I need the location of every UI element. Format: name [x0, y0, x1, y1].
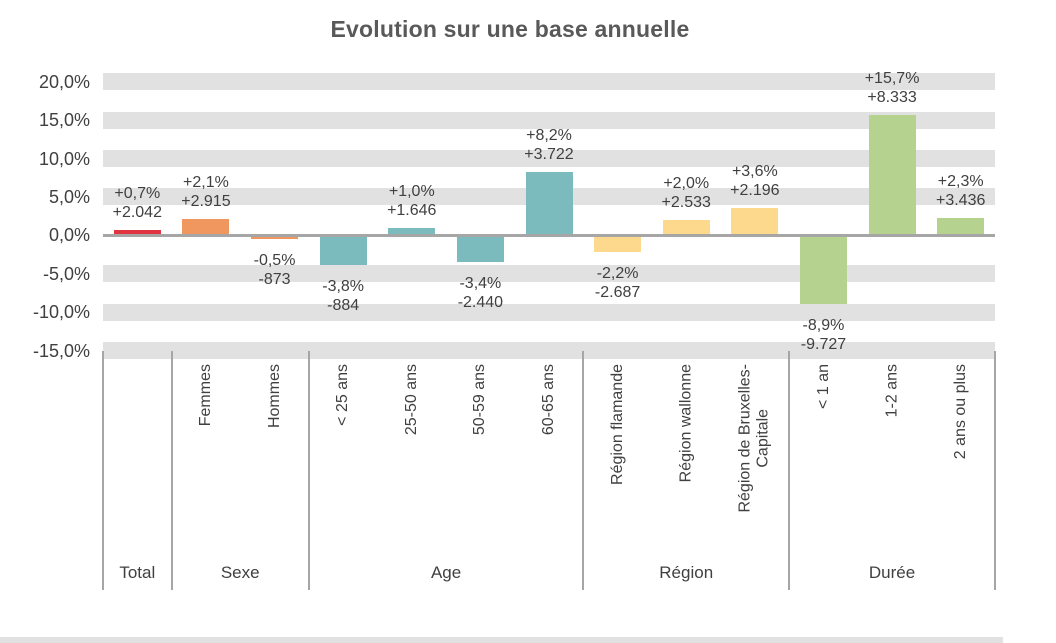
group-divider: [788, 351, 791, 590]
grid-band: [103, 303, 995, 321]
bar-value-label: +0,7% +2.042: [112, 185, 162, 222]
bar-value-label: -3,4% -2.440: [457, 274, 504, 311]
bar-1-2-ans: [868, 114, 916, 236]
group-divider: [102, 351, 104, 590]
bar-value-label: -8,9% -9.727: [800, 316, 847, 353]
category-label: Région flamande: [608, 364, 626, 485]
bar-value-label: +8,2% +3.722: [524, 127, 574, 164]
category-label: Femmes: [196, 364, 214, 427]
category-label: 50-59 ans: [471, 364, 489, 436]
category-label: 2 ans ou plus: [951, 364, 969, 460]
bar-value-label: +2,1% +2.915: [181, 174, 231, 211]
category-label: 1-2 ans: [883, 364, 901, 418]
y-axis-tick-label: 15,0%: [38, 110, 90, 131]
group-label-sexe: Sexe: [220, 563, 260, 582]
grid-band: [103, 150, 995, 167]
grid-band: [103, 111, 995, 129]
group-label-total: Total: [119, 563, 156, 582]
bar-2-ans-ou-plus: [937, 217, 985, 236]
bottom-edge-strip: [0, 637, 1003, 643]
grid-band: [103, 73, 995, 91]
y-axis-tick-label: -10,0%: [32, 302, 90, 323]
bar-hommes: [251, 235, 299, 240]
grid-band: [103, 342, 995, 360]
bar-value-label: -0,5% -873: [253, 252, 296, 289]
bar--1-an: [799, 235, 847, 304]
group-divider: [170, 351, 173, 590]
group-label-age: Age: [430, 563, 462, 582]
bar-value-label: +15,7% +8.333: [864, 69, 920, 106]
category-label: 60-65 ans: [540, 364, 557, 436]
bar-r-gion-de-bruxelles-capitale: [731, 207, 779, 236]
group-divider: [582, 351, 585, 590]
y-axis-tick-label: -15,0%: [32, 340, 90, 361]
y-axis-tick-label: 10,0%: [38, 148, 90, 169]
group-divider: [994, 351, 996, 590]
group-label-dur-e: Durée: [868, 563, 916, 582]
y-axis-tick-label: 0,0%: [48, 225, 90, 246]
category-label: Région wallonne: [677, 364, 695, 483]
bar-60-65-ans: [525, 172, 573, 236]
bar-total: [113, 230, 161, 236]
category-label: 25-50 ans: [402, 364, 420, 436]
zero-axis-line: [103, 234, 995, 237]
category-label: Hommes: [265, 364, 283, 429]
bar--25-ans: [319, 235, 367, 265]
bar-value-label: -3,8% -884: [322, 277, 365, 314]
bar-25-50-ans: [388, 227, 436, 236]
bar-50-59-ans: [456, 235, 504, 262]
group-divider: [307, 351, 310, 590]
bar-value-label: +3,6% +2.196: [730, 162, 780, 199]
category-label: < 25 ans: [334, 364, 352, 426]
category-label: Région de Bruxelles- Capitale: [736, 364, 772, 513]
y-axis-tick-label: 5,0%: [48, 186, 90, 207]
bar-value-label: +2,0% +2.533: [661, 175, 711, 212]
bar-femmes: [182, 219, 230, 236]
bar-r-gion-flamande: [594, 235, 642, 253]
group-label-r-gion: Région: [659, 563, 714, 582]
bar-value-label: -2,2% -2.687: [594, 265, 641, 302]
bar-value-label: +2,3% +3.436: [935, 172, 986, 209]
y-axis-tick-label: 20,0%: [38, 71, 90, 92]
category-label: < 1 an: [814, 364, 832, 409]
chart-title: Evolution sur une base annuelle: [330, 16, 690, 42]
y-axis-tick-label: -5,0%: [42, 263, 90, 284]
bar-r-gion-wallonne: [662, 220, 710, 236]
bar-value-label: +1,0% +1.646: [387, 182, 437, 219]
grid-band: [103, 265, 995, 283]
